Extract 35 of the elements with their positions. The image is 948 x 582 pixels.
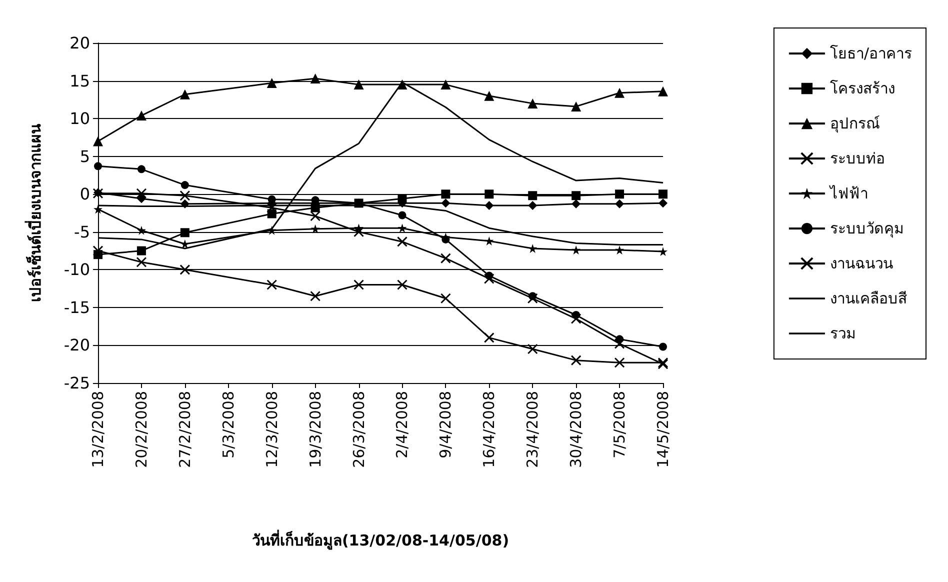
x-tick-label: 2/4/2008 xyxy=(393,391,412,458)
legend-label: ไฟฟ้า xyxy=(828,184,868,202)
x-tick-label: 16/4/2008 xyxy=(480,391,498,468)
x-tick-label: 26/3/2008 xyxy=(350,391,368,468)
x-tick-label: 23/4/2008 xyxy=(524,391,542,468)
y-tick-label: 0 xyxy=(80,184,90,204)
y-tick-label: 20 xyxy=(70,34,90,52)
legend-label: โยธา/อาคาร xyxy=(830,44,912,62)
y-tick-label: -10 xyxy=(64,260,90,280)
x-tick-label: 27/2/2008 xyxy=(176,391,194,468)
x-tick-label: 12/3/2008 xyxy=(262,391,281,468)
x-tick-label: 14/5/2008 xyxy=(654,391,672,468)
legend-label: ระบบท่อ xyxy=(830,150,885,168)
legend-label: โครงสร้าง xyxy=(830,80,895,98)
legend-label: งานเคลือบสี xyxy=(830,290,907,308)
y-tick-label: 5 xyxy=(80,146,90,166)
y-tick-label: -15 xyxy=(64,298,90,317)
x-axis-title: วันที่เก็บข้อมูล(13/02/08-14/05/08) xyxy=(252,530,510,550)
y-tick-label: -20 xyxy=(64,336,90,355)
x-tick-label: 5/3/2008 xyxy=(219,391,238,458)
y-axis-title: เปอร์เซ็นต์เบี่ยงเบนจากแผน xyxy=(24,123,44,302)
y-tick-label: 10 xyxy=(70,109,90,128)
legend-label: รวม xyxy=(830,324,856,342)
y-tick-label: -25 xyxy=(64,374,90,392)
x-tick-label: 20/2/2008 xyxy=(132,391,150,468)
x-tick-label: 13/2/2008 xyxy=(89,391,107,468)
y-tick-label: -5 xyxy=(74,222,90,242)
legend-label: ระบบวัดคุม xyxy=(830,220,904,238)
x-tick-label: 9/4/2008 xyxy=(436,391,455,458)
legend-label: อุปกรณ์ xyxy=(830,114,880,134)
legend-label: งานฉนวน xyxy=(830,254,893,272)
x-tick-label: 30/4/2008 xyxy=(567,391,586,468)
x-tick-label: 19/3/2008 xyxy=(306,391,324,468)
x-tick-label: 7/5/2008 xyxy=(610,391,629,458)
y-tick-label: 15 xyxy=(70,71,90,90)
